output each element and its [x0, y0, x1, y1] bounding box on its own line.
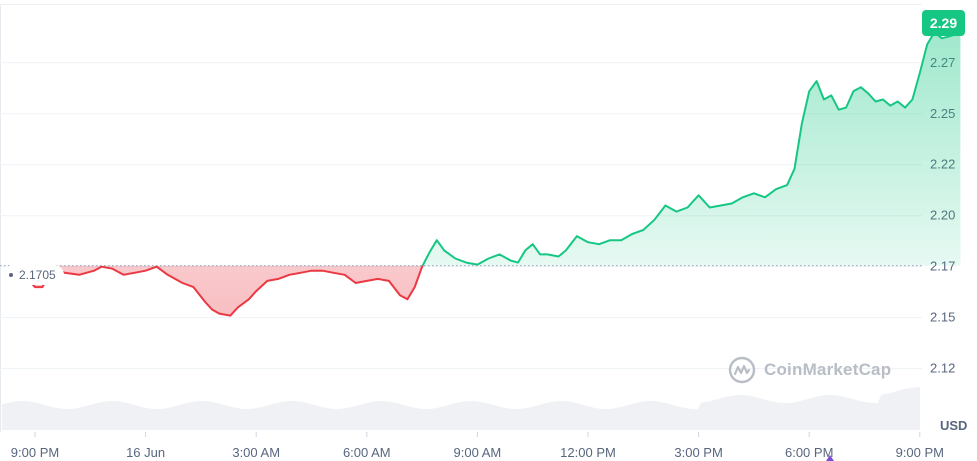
x-tick-label: 3:00 PM [674, 445, 722, 460]
baseline-value: 2.1705 [19, 268, 56, 282]
current-price-value: 2.29 [929, 15, 958, 31]
x-tick-label: 6:00 PM [785, 445, 833, 460]
price-line-up [421, 21, 962, 266]
x-tick-label: 16 Jun [126, 445, 165, 460]
y-tick-label: 2.15 [930, 310, 955, 325]
baseline-dot [9, 273, 13, 277]
volume-area [2, 387, 920, 430]
area-below-baseline [27, 265, 423, 316]
baseline-label: 2.1705 [3, 265, 64, 285]
price-line-down [26, 265, 424, 317]
x-tick-label: 9:00 PM [896, 445, 944, 460]
x-tick-label: 6:00 AM [343, 445, 391, 460]
y-tick-label: 2.12 [930, 361, 955, 376]
coinmarketcap-logo-icon [728, 356, 756, 384]
event-marker-icon [826, 455, 834, 461]
x-tick-label: 9:00 PM [11, 445, 59, 460]
x-tick-label: 3:00 AM [232, 445, 280, 460]
watermark-text: CoinMarketCap [764, 360, 892, 379]
x-tick-label: 9:00 AM [454, 445, 502, 460]
currency-unit: USD [940, 418, 968, 433]
x-tick-label: 12:00 PM [560, 445, 616, 460]
watermark: CoinMarketCap [728, 356, 891, 384]
current-price-tag: 2.29 [922, 10, 965, 36]
